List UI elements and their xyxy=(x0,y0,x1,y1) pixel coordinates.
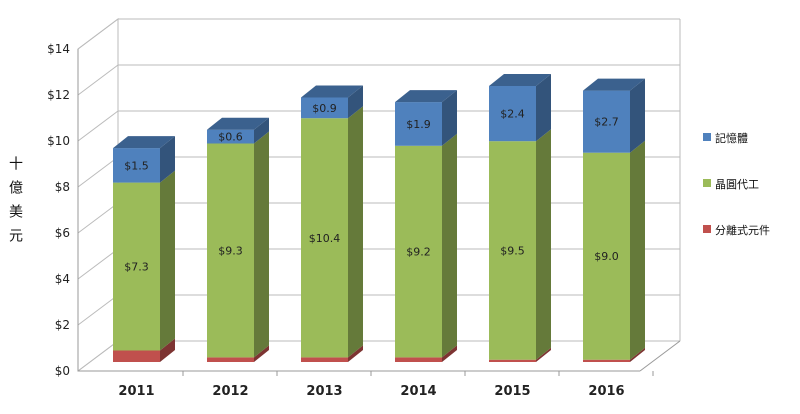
bar-segment xyxy=(395,102,442,146)
gridline-side xyxy=(77,340,119,372)
bar-side xyxy=(160,170,175,351)
y-tick-label: $12 xyxy=(47,88,70,102)
bar-segment xyxy=(207,357,254,362)
data-label: $0.9 xyxy=(312,102,337,115)
bar-segment xyxy=(395,357,442,362)
y-tick-label: $14 xyxy=(47,42,70,56)
bar-segment xyxy=(207,143,254,358)
gridline-side xyxy=(77,110,119,142)
bar-segment xyxy=(583,359,630,362)
gridline-side xyxy=(77,18,119,50)
bar-side xyxy=(160,338,175,362)
bar-segment xyxy=(489,86,536,142)
y-tick-label: $2 xyxy=(55,318,70,332)
y-axis-label: 十億美元 xyxy=(7,156,23,252)
legend-swatch xyxy=(703,133,711,141)
data-label: $9.2 xyxy=(406,246,431,259)
bar-side xyxy=(536,74,551,142)
legend-swatch xyxy=(703,179,711,187)
gridline-side xyxy=(77,202,119,234)
bar-side xyxy=(442,90,457,146)
bar-segment xyxy=(489,141,536,360)
x-tick-label: 2016 xyxy=(588,384,624,399)
bar-segment xyxy=(301,97,348,119)
data-label: $0.6 xyxy=(218,131,243,144)
bar-side xyxy=(348,106,363,358)
gridline-side xyxy=(77,248,119,280)
x-tick-label: 2014 xyxy=(400,384,436,399)
data-label: $2.7 xyxy=(594,116,619,129)
bar-top xyxy=(395,90,457,103)
data-label: $9.0 xyxy=(594,250,619,263)
bar-side xyxy=(536,129,551,360)
bar-top xyxy=(489,74,551,86)
y-tick-label: $8 xyxy=(55,180,70,194)
bar-segment xyxy=(301,118,348,358)
bar-segment xyxy=(583,90,630,153)
data-label: $10.4 xyxy=(309,232,341,245)
bar-segment xyxy=(489,359,536,362)
data-label: $2.4 xyxy=(500,108,525,121)
bar-segment xyxy=(113,148,160,183)
bar-side xyxy=(630,140,645,360)
y-tick-label: $6 xyxy=(55,226,70,240)
bar-side xyxy=(630,347,645,362)
bar-segment xyxy=(583,152,630,360)
bar-segment xyxy=(113,350,160,362)
bar-side xyxy=(254,117,269,144)
side-wall xyxy=(77,18,119,372)
bar-side xyxy=(348,85,363,119)
bar-side xyxy=(254,345,269,362)
data-label: $7.3 xyxy=(124,261,149,274)
x-tick-label: 2012 xyxy=(212,384,248,399)
bar-side xyxy=(630,78,645,153)
bar-side xyxy=(536,347,551,362)
bar-top xyxy=(207,117,269,130)
data-label: $9.3 xyxy=(218,244,243,257)
bar-segment xyxy=(301,357,348,362)
data-label: $9.5 xyxy=(500,244,525,257)
bar-segment xyxy=(207,129,254,144)
legend-label: 晶圓代工 xyxy=(715,178,759,191)
legend-label: 分離式元件 xyxy=(715,223,770,237)
data-label: $1.9 xyxy=(406,118,431,131)
gridline-side xyxy=(77,294,119,326)
bar-top xyxy=(301,85,363,98)
x-tick-label: 2011 xyxy=(118,384,154,399)
floor-edge xyxy=(639,340,681,372)
bar-side xyxy=(254,131,269,358)
data-label: $1.5 xyxy=(124,159,149,172)
legend-label: 記憶體 xyxy=(715,131,748,145)
y-tick-label: $10 xyxy=(47,134,70,148)
bar-top xyxy=(583,78,645,91)
gridline-side xyxy=(77,64,119,96)
bar-segment xyxy=(395,145,442,358)
x-tick-label: 2015 xyxy=(494,384,530,399)
bar-side xyxy=(442,133,457,358)
bar-top xyxy=(113,136,175,149)
y-tick-label: $0 xyxy=(55,364,70,378)
y-tick-label: $4 xyxy=(55,272,70,286)
legend-swatch xyxy=(703,225,711,233)
bar-side xyxy=(160,136,175,183)
x-tick-label: 2013 xyxy=(306,384,342,399)
bar-segment xyxy=(113,182,160,351)
gridline-side xyxy=(77,156,119,188)
bar-side xyxy=(348,345,363,362)
bar-side xyxy=(442,345,457,362)
